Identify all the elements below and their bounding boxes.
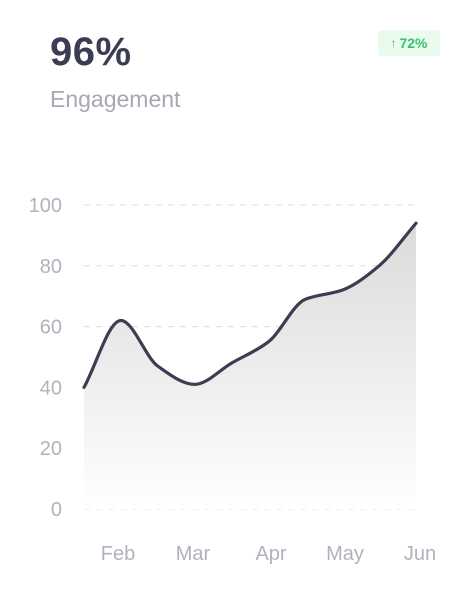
x-tick-label: May [326,543,364,565]
series-line [82,221,418,389]
x-tick-label: Feb [101,543,135,565]
change-badge: ↑ 72% [378,30,440,56]
x-tick-label: Mar [176,543,211,565]
metric-label: Engagement [50,86,181,112]
y-tick-label: 100 [29,195,62,217]
x-tick-label: Jun [404,543,436,565]
x-tick-label: Apr [255,543,286,565]
y-tick-label: 40 [40,377,62,399]
y-tick-label: 80 [40,256,62,278]
headline-value: 96% [50,30,132,74]
y-tick-label: 20 [40,438,62,460]
arrow-up-icon: ↑ [390,36,397,50]
y-tick-label: 60 [40,317,62,339]
area-fill [84,223,416,510]
change-value: 72% [399,35,428,51]
y-tick-label: 0 [51,499,62,521]
